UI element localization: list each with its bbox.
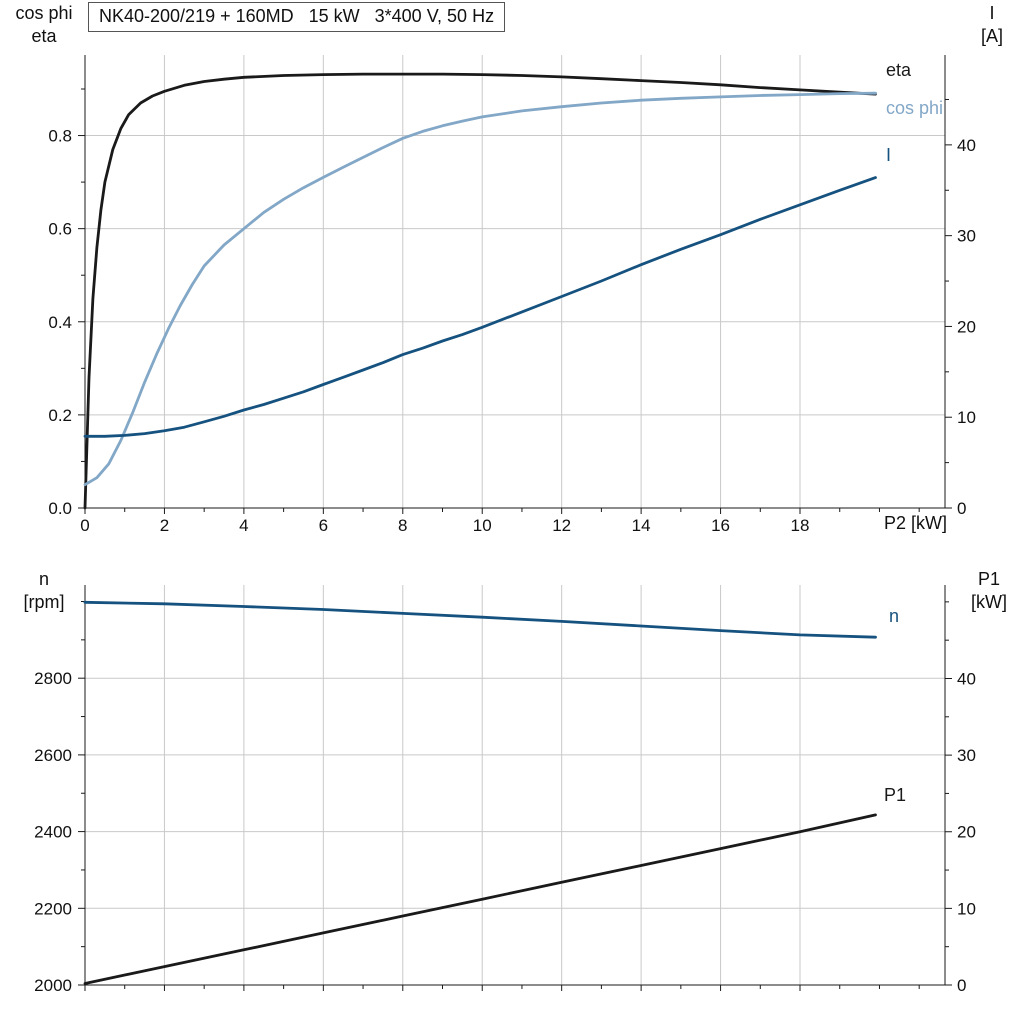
yr-tick-label: 30 (957, 227, 976, 246)
x-tick-label: 10 (473, 516, 492, 535)
yl-tick-label: 0.2 (48, 406, 72, 425)
x-tick-label: 4 (239, 516, 248, 535)
yr-tick-label: 30 (957, 746, 976, 765)
axis-title-bottom-left: n [rpm] (4, 568, 84, 613)
p1-axis-title: P1 (977, 569, 1001, 589)
x-tick-label: 16 (711, 516, 730, 535)
curve-p1 (83, 813, 877, 985)
curve-eta (83, 72, 877, 510)
chart-title: NK40-200/219 + 160MD 15 kW 3*400 V, 50 H… (99, 6, 495, 26)
x-tick-label: 0 (80, 516, 89, 535)
axis-title-bottom-right: P1 [kW] (958, 568, 1020, 613)
axis-title-top-left: cos phi eta (4, 2, 84, 47)
yl-tick-label: 0.0 (48, 499, 72, 518)
yr-tick-label: 10 (957, 899, 976, 918)
curve-i (83, 176, 877, 438)
eta-axis-title: eta (31, 25, 57, 46)
x-tick-label: 14 (632, 516, 651, 535)
cosphi-axis-title: cos phi (15, 3, 73, 23)
x-tick-label: 12 (552, 516, 571, 535)
speed-axis-title: n (38, 569, 49, 589)
yr-tick-label: 40 (957, 136, 976, 155)
speed-axis-unit: [rpm] (23, 591, 65, 612)
axis-title-top-right: I [A] (966, 2, 1018, 47)
yl-tick-label: 0.6 (48, 220, 72, 239)
yl-tick-label: 0.8 (48, 127, 72, 146)
yr-tick-label: 40 (957, 669, 976, 688)
x-tick-label: 8 (398, 516, 407, 535)
curve-label-current: I (886, 145, 892, 165)
x-axis-title: P2 [kW] (884, 513, 948, 533)
yr-tick-label: 20 (957, 317, 976, 336)
curve-cos-phi (83, 91, 877, 487)
yl-tick-label: 2200 (34, 899, 72, 918)
x-tick-label: 18 (791, 516, 810, 535)
yl-tick-label: 2600 (34, 746, 72, 765)
yr-tick-label: 20 (957, 823, 976, 842)
chart-title-box: NK40-200/219 + 160MD 15 kW 3*400 V, 50 H… (88, 2, 506, 32)
yl-tick-label: 2800 (34, 669, 72, 688)
curve-label-eta: eta (886, 60, 912, 80)
yl-tick-label: 0.4 (48, 313, 72, 332)
curve-n (83, 600, 877, 639)
current-axis-unit: [A] (980, 25, 1003, 46)
curve-label-speed: n (889, 606, 900, 626)
x-tick-label: 2 (160, 516, 169, 535)
curve-label-p1: P1 (884, 785, 907, 805)
yr-tick-label: 10 (957, 408, 976, 427)
p1-axis-unit: [kW] (971, 591, 1007, 612)
yr-tick-label: 0 (957, 499, 966, 518)
current-axis-title: I (989, 3, 995, 23)
yl-tick-label: 2000 (34, 976, 72, 995)
curve-label-cos-phi: cos phi (886, 98, 944, 118)
x-tick-label: 6 (319, 516, 328, 535)
yr-tick-label: 0 (957, 976, 966, 995)
yl-tick-label: 2400 (34, 823, 72, 842)
